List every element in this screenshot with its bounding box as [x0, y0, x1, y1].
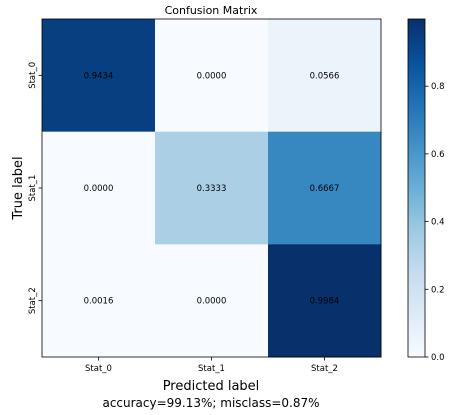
- y-axis-ticks: Stat_0 Stat_1 Stat_2: [28, 62, 42, 314]
- colorbar-tick-label: 0.2: [431, 285, 445, 295]
- colorbar: [407, 18, 426, 358]
- y-axis-label: True label: [11, 156, 26, 220]
- x-axis-ticks: Stat_0 Stat_1 Stat_2: [85, 357, 338, 374]
- x-tick-label: Stat_1: [198, 364, 225, 374]
- y-tick-label: Stat_2: [28, 287, 38, 314]
- heatmap-cell: [155, 244, 269, 358]
- heatmap-cell: [42, 244, 156, 358]
- heatmap-cell: [268, 131, 382, 245]
- y-tick-label: Stat_1: [28, 175, 38, 202]
- heatmap-cell: [42, 19, 156, 133]
- heatmap-cell: [268, 244, 382, 358]
- cell-value-label: 0.6667: [310, 184, 340, 194]
- heatmap-cell: [155, 131, 269, 245]
- heatmap-cell: [268, 19, 382, 133]
- metrics-subtitle: accuracy=99.13%; misclass=0.87%: [102, 396, 319, 410]
- colorbar-tick-label: 0.6: [431, 150, 445, 160]
- colorbar-ticks: 0.0 0.2 0.4 0.6 0.8: [425, 82, 445, 363]
- cell-value-label: 0.0000: [84, 184, 114, 194]
- x-tick-label: Stat_0: [85, 364, 112, 374]
- cell-value-label: 0.9434: [84, 71, 114, 81]
- colorbar-tick-label: 0.4: [431, 218, 445, 228]
- colorbar-tick-label: 0.8: [431, 82, 445, 92]
- cell-value-label: 0.9984: [310, 297, 340, 307]
- heatmap-cell: [155, 19, 269, 133]
- cell-value-label: 0.3333: [197, 184, 227, 194]
- y-tick-label: Stat_0: [28, 62, 38, 89]
- cell-value-label: 0.0566: [310, 71, 340, 81]
- x-tick-label: Stat_2: [311, 364, 338, 374]
- cell-value-label: 0.0016: [84, 297, 114, 307]
- cell-value-label: 0.0000: [197, 297, 227, 307]
- chart-title: Confusion Matrix: [165, 4, 258, 17]
- heatmap-cells: [42, 19, 382, 358]
- x-axis-label: Predicted label: [163, 379, 260, 394]
- cell-value-labels: 0.9434 0.0000 0.0566 0.0000 0.3333 0.6667 0.00…: [84, 71, 340, 306]
- heatmap-cell: [42, 131, 156, 245]
- cell-value-label: 0.0000: [197, 71, 227, 81]
- colorbar-tick-label: 0.0: [431, 353, 445, 363]
